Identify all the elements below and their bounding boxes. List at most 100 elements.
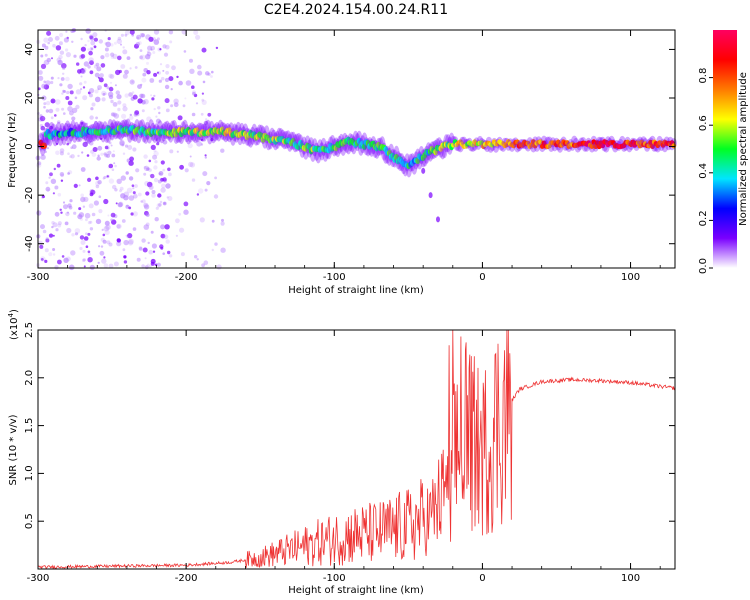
- spectral-speckle: [51, 57, 53, 60]
- spectral-speckle: [159, 48, 162, 51]
- spectral-speckle: [182, 104, 186, 108]
- spectral-speckle: [83, 80, 87, 84]
- spectral-speckle: [191, 112, 196, 117]
- spectral-speckle: [138, 41, 142, 45]
- spectral-speckle: [63, 204, 68, 210]
- spectral-speckle: [55, 99, 61, 105]
- spectral-speckle: [196, 193, 200, 196]
- spectral-speckle: [50, 80, 54, 85]
- spectral-speckle: [162, 69, 165, 72]
- spectral-speckle: [136, 257, 141, 262]
- spectral-speckle: [162, 201, 167, 206]
- spectral-speckle: [168, 172, 172, 177]
- spectral-speckle: [87, 39, 90, 43]
- spectral-speckle: [109, 81, 113, 84]
- spectral-speckle: [193, 30, 199, 35]
- spectral-speckle: [88, 57, 94, 63]
- spectral-speckle: [89, 70, 94, 75]
- spectral-speckle: [59, 172, 65, 177]
- spectral-speckle: [153, 94, 156, 98]
- spectral-speckle: [200, 138, 204, 142]
- spectral-speckle: [103, 175, 107, 179]
- colorbar-tick-label: 0.8: [698, 68, 709, 84]
- spectral-speckle: [50, 76, 54, 80]
- spectral-speckle: [171, 65, 176, 71]
- spectral-speckle: [39, 244, 44, 249]
- spectral-speckle: [175, 218, 180, 224]
- spectral-speckle: [99, 137, 103, 141]
- spectral-speckle: [192, 91, 196, 96]
- spectral-speckle: [159, 244, 164, 249]
- spectral-speckle: [134, 66, 138, 69]
- spectral-speckle: [143, 204, 150, 210]
- spectral-speckle: [211, 248, 214, 252]
- spectrogram-x-tick-label: 0: [479, 272, 485, 283]
- spectral-speckle: [158, 79, 162, 83]
- spectral-speckle: [216, 264, 222, 270]
- spectrogram-x-tick-label: -100: [323, 272, 346, 283]
- spectral-speckle: [52, 253, 56, 256]
- spectral-speckle: [167, 250, 171, 255]
- spectral-speckle: [184, 97, 187, 100]
- spectral-speckle: [157, 193, 162, 198]
- spectral-speckle: [195, 34, 201, 40]
- spectral-speckle: [141, 109, 145, 113]
- spectral-speckle: [88, 34, 94, 40]
- spectral-speckle: [38, 75, 44, 81]
- spectral-speckle: [84, 44, 87, 47]
- spectral-speckle: [59, 50, 65, 55]
- spectral-speckle: [43, 105, 46, 109]
- spectral-speckle: [118, 69, 122, 74]
- spectral-speckle: [40, 54, 44, 58]
- spectrogram-x-tick-label: -200: [175, 272, 198, 283]
- spectral-speckle: [152, 250, 156, 253]
- spectral-speckle: [155, 118, 161, 124]
- spectral-speckle: [132, 187, 135, 190]
- spectral-speckle: [121, 219, 126, 223]
- spectral-speckle: [57, 59, 63, 66]
- spectrogram-heatmap: [35, 28, 677, 271]
- spectral-speckle: [119, 141, 125, 147]
- spectral-speckle: [168, 254, 173, 258]
- spectral-speckle: [52, 234, 55, 237]
- spectral-speckle: [69, 110, 74, 116]
- spectral-speckle: [69, 155, 72, 159]
- spectral-speckle: [128, 92, 133, 97]
- spectral-speckle: [42, 138, 48, 144]
- spectral-speckle: [80, 196, 86, 203]
- spectral-speckle: [65, 96, 70, 100]
- spectral-speckle: [175, 234, 178, 237]
- spectral-speckle: [150, 45, 155, 51]
- spectral-speckle: [145, 213, 150, 217]
- spectral-speckle: [94, 96, 101, 103]
- spectral-speckle: [122, 46, 125, 49]
- spectral-speckle: [202, 171, 208, 177]
- spectral-speckle: [71, 144, 77, 150]
- spectral-speckle: [74, 126, 78, 130]
- spectral-speckle: [90, 47, 93, 51]
- spectral-speckle: [107, 37, 111, 41]
- spectral-speckle: [108, 163, 114, 169]
- spectral-speckle: [129, 29, 135, 35]
- spectral-speckle: [148, 249, 153, 255]
- spectral-speckle: [140, 83, 143, 86]
- spectral-speckle: [150, 173, 155, 179]
- spectrogram-x-tick-label: 100: [621, 272, 640, 283]
- spectral-speckle: [82, 205, 86, 208]
- spectral-speckle: [60, 173, 64, 178]
- spectral-speckle: [66, 142, 69, 146]
- spectral-speckle: [128, 195, 135, 201]
- spectral-speckle: [139, 93, 144, 99]
- spectral-speckle: [207, 112, 212, 117]
- spectral-speckle: [64, 221, 69, 226]
- spectral-speckle: [144, 257, 147, 260]
- spectral-speckle: [107, 91, 114, 98]
- spectral-speckle: [75, 89, 82, 95]
- spectrogram-y-tick-label: 20: [24, 92, 35, 105]
- spectral-speckle: [93, 37, 98, 42]
- spectral-speckle: [112, 53, 118, 60]
- spectral-speckle: [122, 103, 127, 108]
- spectral-speckle: [147, 241, 150, 245]
- spectral-speckle: [85, 28, 91, 34]
- spectral-speckle: [101, 258, 107, 264]
